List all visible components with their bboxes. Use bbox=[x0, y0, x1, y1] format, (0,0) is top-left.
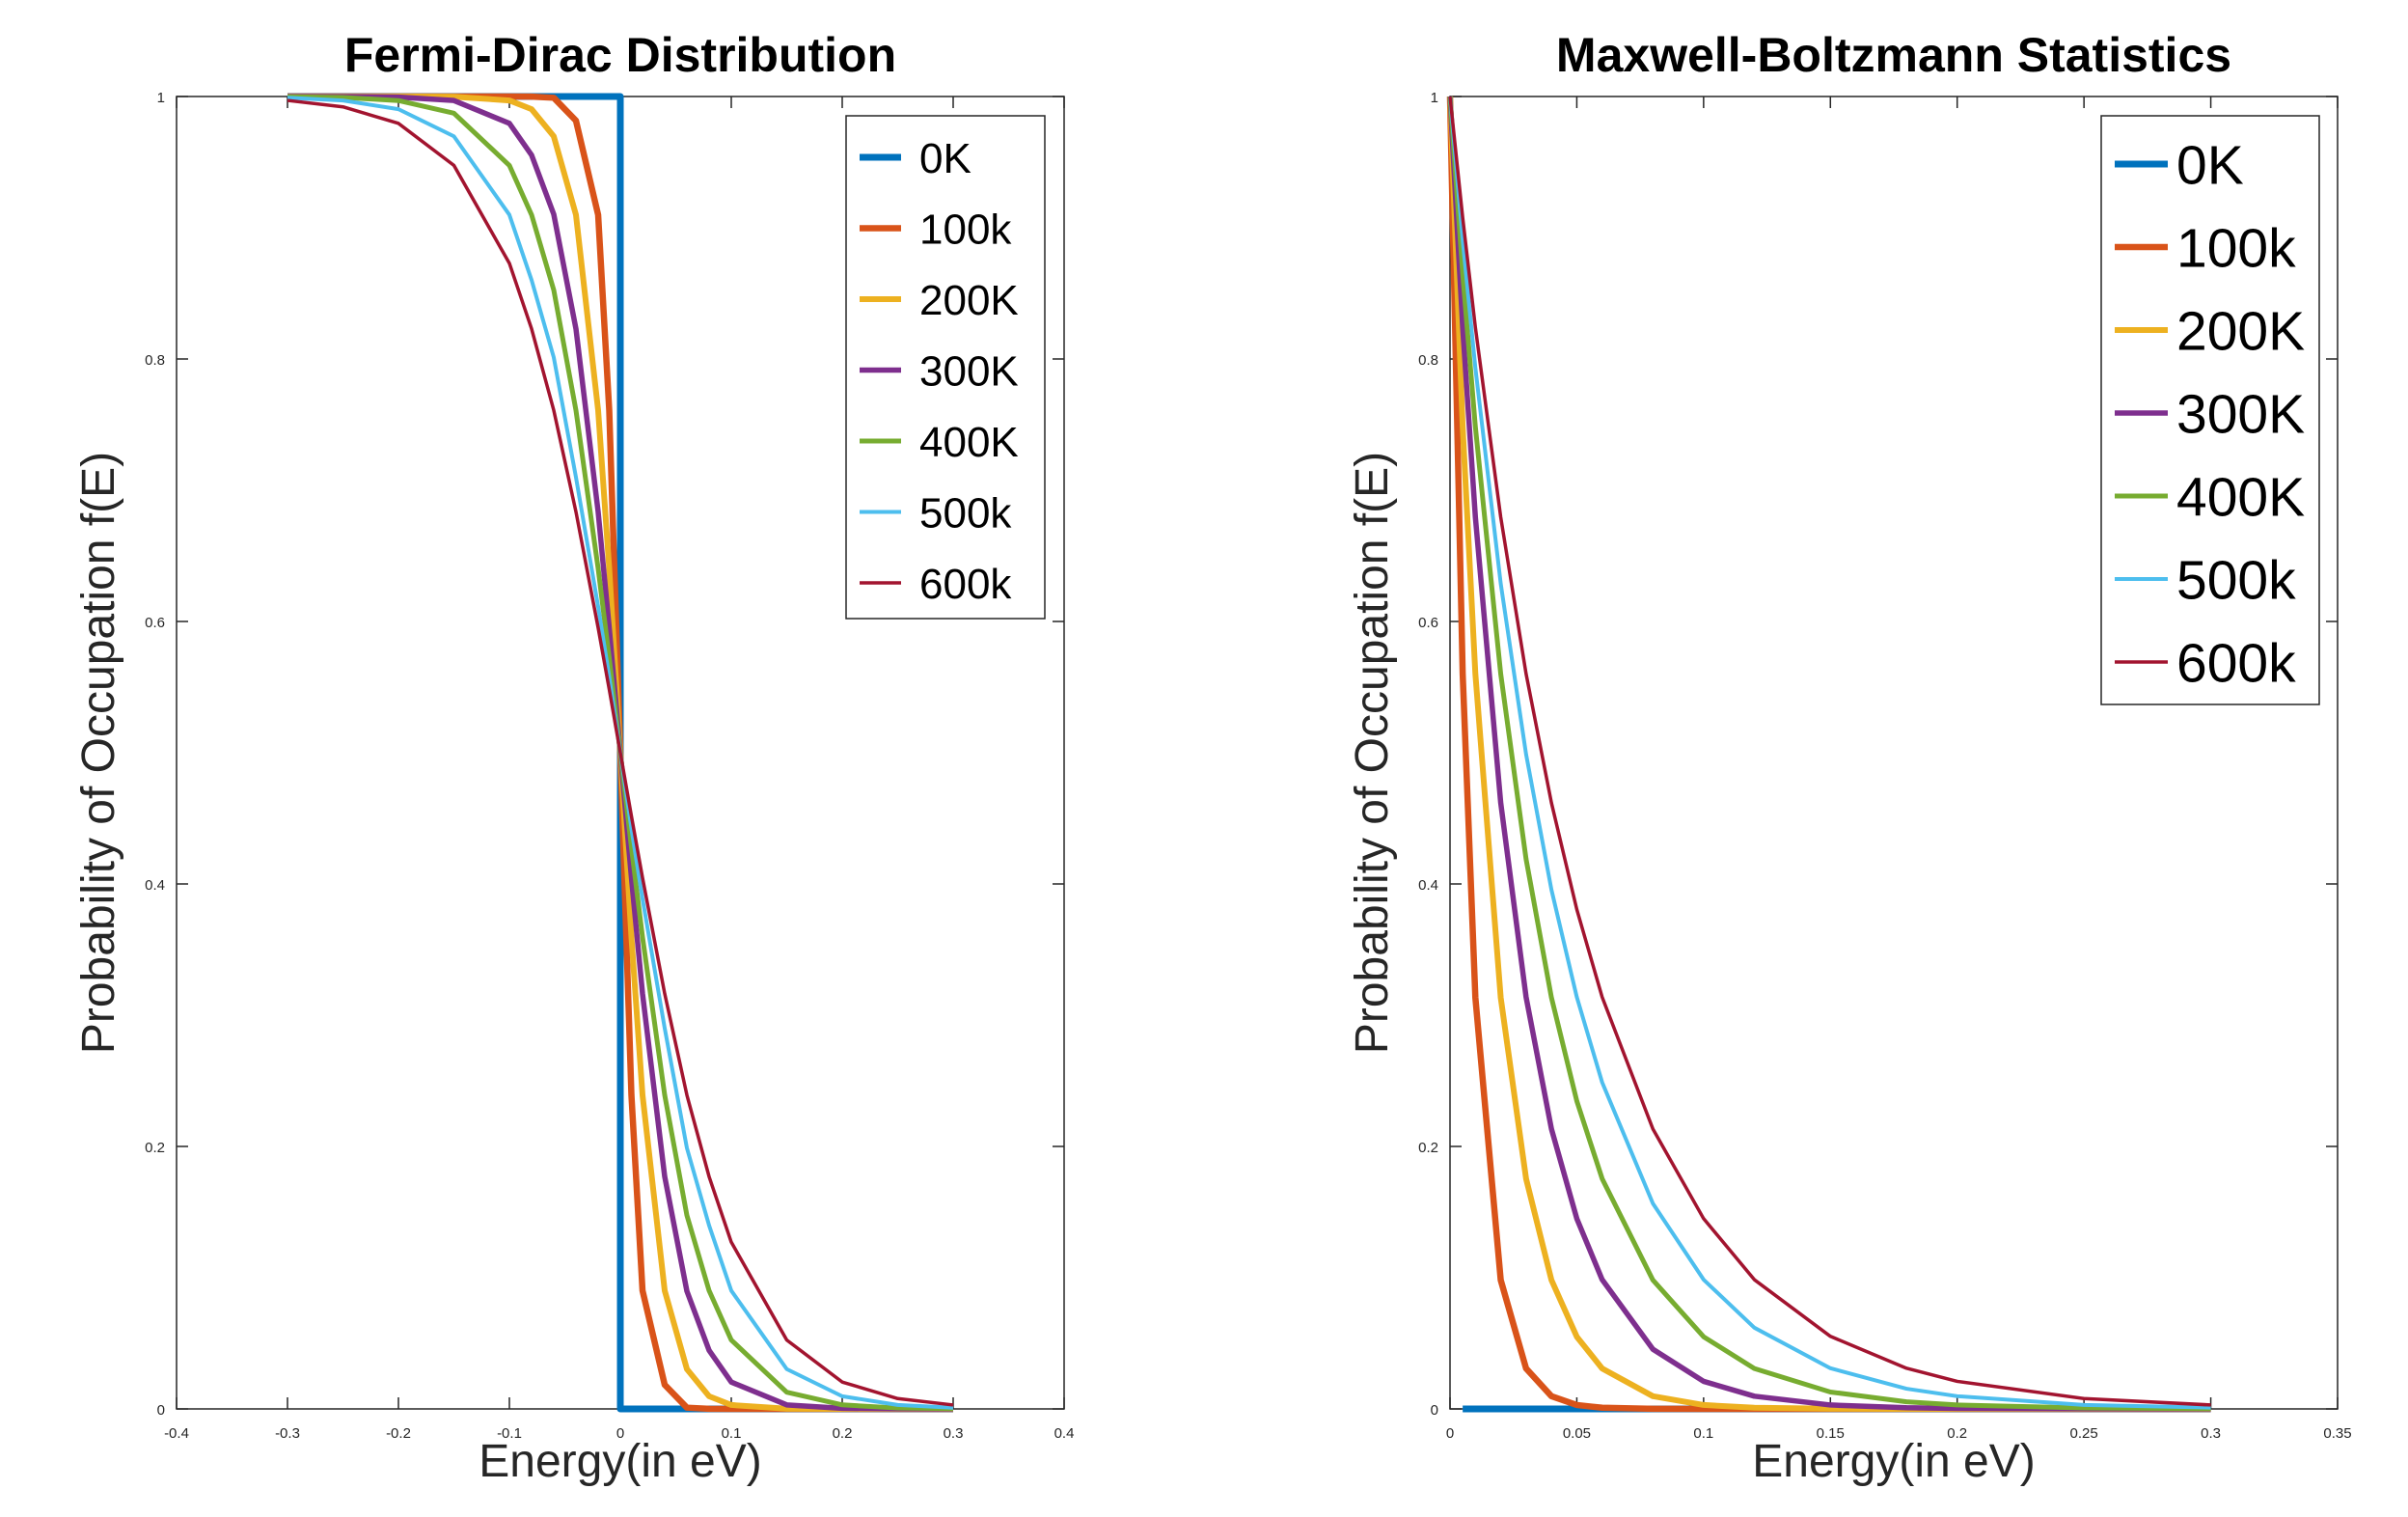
fermi-dirac-panel: -0.4 -0.3 -0.2 -0.1 0 0.1 0.2 0.3 0.4 0 0.2 0.4 0.6 0… bbox=[73, 28, 1074, 1487]
series-line-600k bbox=[287, 98, 954, 1407]
x-tick-label: 0.05 bbox=[1563, 1425, 1591, 1442]
maxwell-boltzmann-panel: 0 0.05 0.1 0.15 0.2 0.25 0.3 0.35 0 0.2 0.4 0.6 0.8 1… bbox=[1347, 28, 2352, 1487]
x-tick-label: 0.1 bbox=[722, 1425, 742, 1442]
y-tick-label: 0.2 bbox=[1418, 1140, 1438, 1156]
legend-label: 300K bbox=[919, 347, 1019, 395]
legend-label: 400K bbox=[2176, 467, 2305, 529]
y-tick-label: 0 bbox=[157, 1402, 165, 1419]
x-tick-label: 0 bbox=[616, 1425, 624, 1442]
chart-title: Maxwell-Boltzmann Statistics bbox=[1556, 28, 2231, 82]
legend: 0K 100k 200K 300K 400K 500k 600k bbox=[2100, 115, 2320, 705]
x-tick-label: 0.3 bbox=[2201, 1425, 2221, 1442]
x-axis-label: Energy(in eV) bbox=[479, 1436, 761, 1487]
y-tick-label: 0.8 bbox=[145, 352, 165, 369]
legend-box bbox=[2100, 115, 2320, 705]
y-tick-label: 1 bbox=[1431, 90, 1438, 106]
x-tick-label: 0.2 bbox=[833, 1425, 853, 1442]
x-tick-label: 0.1 bbox=[1693, 1425, 1713, 1442]
x-axis-label: Energy(in eV) bbox=[1752, 1436, 2035, 1487]
x-tick-label: -0.3 bbox=[275, 1425, 300, 1442]
legend-label: 300K bbox=[2176, 384, 2305, 446]
series-line-400k bbox=[1447, 96, 2211, 1412]
series-line-600k bbox=[1448, 96, 2211, 1407]
x-tick-label: 0.35 bbox=[2323, 1425, 2351, 1442]
y-tick-label: 0.2 bbox=[145, 1140, 165, 1156]
x-tick-label: 0.25 bbox=[2070, 1425, 2098, 1442]
x-tick-label: -0.1 bbox=[497, 1425, 522, 1442]
legend-label: 500k bbox=[919, 489, 1012, 537]
x-tick-label: -0.4 bbox=[164, 1425, 189, 1442]
x-tick-label: 0 bbox=[1446, 1425, 1454, 1442]
legend-label: 600k bbox=[919, 561, 1012, 608]
legend-label: 0K bbox=[919, 135, 971, 182]
legend-label: 100k bbox=[2176, 218, 2296, 280]
x-tick-label: 0.4 bbox=[1054, 1425, 1075, 1442]
x-tick-label: 0.2 bbox=[1947, 1425, 1967, 1442]
legend-label: 200K bbox=[2176, 301, 2305, 363]
legend-label: 400K bbox=[919, 419, 1019, 466]
series-line-500k bbox=[1448, 96, 2211, 1410]
y-tick-label: 0.4 bbox=[1418, 877, 1438, 894]
y-tick-label: 1 bbox=[157, 90, 165, 106]
chart-title: Fermi-Dirac Distribution bbox=[344, 28, 896, 82]
y-axis-label: Probability of Occupation f(E) bbox=[1347, 452, 1398, 1054]
y-tick-label: 0.6 bbox=[1418, 615, 1438, 631]
y-tick-label: 0.6 bbox=[145, 615, 165, 631]
legend-label: 0K bbox=[2176, 135, 2244, 197]
legend: 0K 100k 200K 300K 400K 500k 600k bbox=[845, 115, 1046, 620]
legend-label: 600k bbox=[2176, 633, 2296, 695]
y-tick-label: 0.8 bbox=[1418, 352, 1438, 369]
x-tick-label: 0.3 bbox=[944, 1425, 964, 1442]
y-axis-label: Probability of Occupation f(E) bbox=[73, 452, 124, 1054]
x-tick-label: -0.2 bbox=[386, 1425, 411, 1442]
legend-label: 200K bbox=[919, 277, 1019, 324]
y-tick-label: 0.4 bbox=[145, 877, 165, 894]
y-tick-label: 0 bbox=[1431, 1402, 1438, 1419]
legend-box bbox=[845, 115, 1046, 620]
legend-label: 500k bbox=[2176, 550, 2296, 612]
series-line-300k bbox=[1447, 96, 2211, 1412]
legend-label: 100k bbox=[919, 206, 1012, 253]
x-tick-label: 0.15 bbox=[1817, 1425, 1845, 1442]
